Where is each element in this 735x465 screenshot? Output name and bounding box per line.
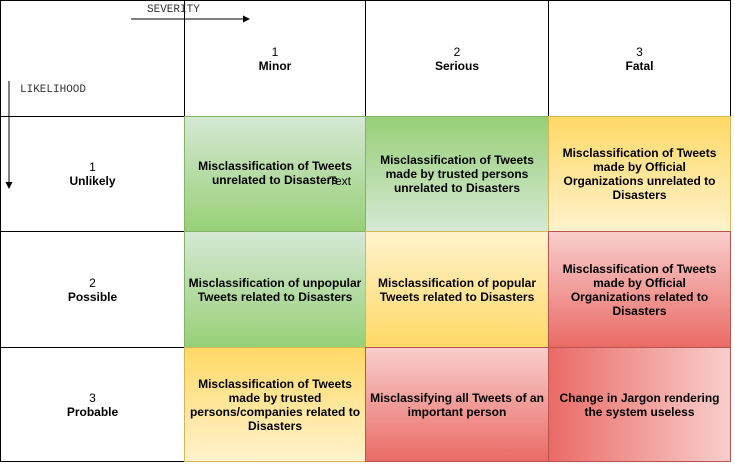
risk-cell-possible-minor: Misclassification of unpopular Tweets re… [184,231,366,348]
likelihood-header-probable: 3 Probable [0,347,185,462]
severity-label: Minor [258,58,292,73]
risk-cell-probable-serious: Misclassifying all Tweets of an importan… [365,347,549,462]
likelihood-label: Probable [66,404,119,419]
risk-text: Misclassification of Tweets made by trus… [380,153,534,195]
likelihood-number: 1 [89,160,96,174]
risk-text: Misclassifying all Tweets of an importan… [370,390,544,419]
severity-label: Serious [434,58,479,73]
risk-cell-probable-fatal: Change in Jargon rendering the system us… [548,347,731,462]
likelihood-label: Unlikely [69,174,116,188]
risk-cell-unlikely-fatal: Misclassification of Tweets made by Offi… [548,116,731,232]
severity-number: 1 [271,44,279,59]
severity-header-minor: 1 Minor [184,0,366,117]
likelihood-header-possible: 2 Possible [0,231,185,348]
severity-header-serious: 2 Serious [365,0,549,117]
risk-text: Misclassification of Tweets made by trus… [189,376,361,433]
severity-number: 2 [453,44,461,59]
likelihood-header-unlikely: 1 Unlikely [0,116,185,232]
severity-number: 3 [636,44,643,59]
corner-cell [0,0,185,117]
risk-cell-possible-fatal: Misclassification of Tweets made by Offi… [548,231,731,348]
risk-text: Misclassification of popular Tweets rela… [377,275,537,304]
risk-text: Misclassification of unpopular Tweets re… [188,275,362,304]
likelihood-number: 2 [89,275,96,290]
risk-cell-unlikely-serious: Misclassification of Tweets made by trus… [365,116,549,232]
risk-cell-unlikely-minor: Misclassification of Tweets unrelated to… [184,116,366,232]
risk-text: Misclassification of Tweets unrelated to… [198,159,352,187]
likelihood-axis-label: LIKELIHOOD [20,84,87,96]
risk-text: Misclassification of Tweets made by Offi… [562,146,717,202]
placeholder-text-overlay: Text [329,174,352,188]
severity-label: Fatal [625,58,654,73]
risk-cell-probable-minor: Misclassification of Tweets made by trus… [184,347,366,462]
severity-header-fatal: 3 Fatal [548,0,731,117]
risk-text: Change in Jargon rendering the system us… [559,390,720,419]
risk-cell-possible-serious: Misclassification of popular Tweets rela… [365,231,549,348]
risk-text: Misclassification of Tweets made by Offi… [562,261,717,318]
severity-axis-label: SEVERITY [147,4,200,16]
likelihood-label: Possible [67,289,118,304]
likelihood-number: 3 [89,390,96,405]
